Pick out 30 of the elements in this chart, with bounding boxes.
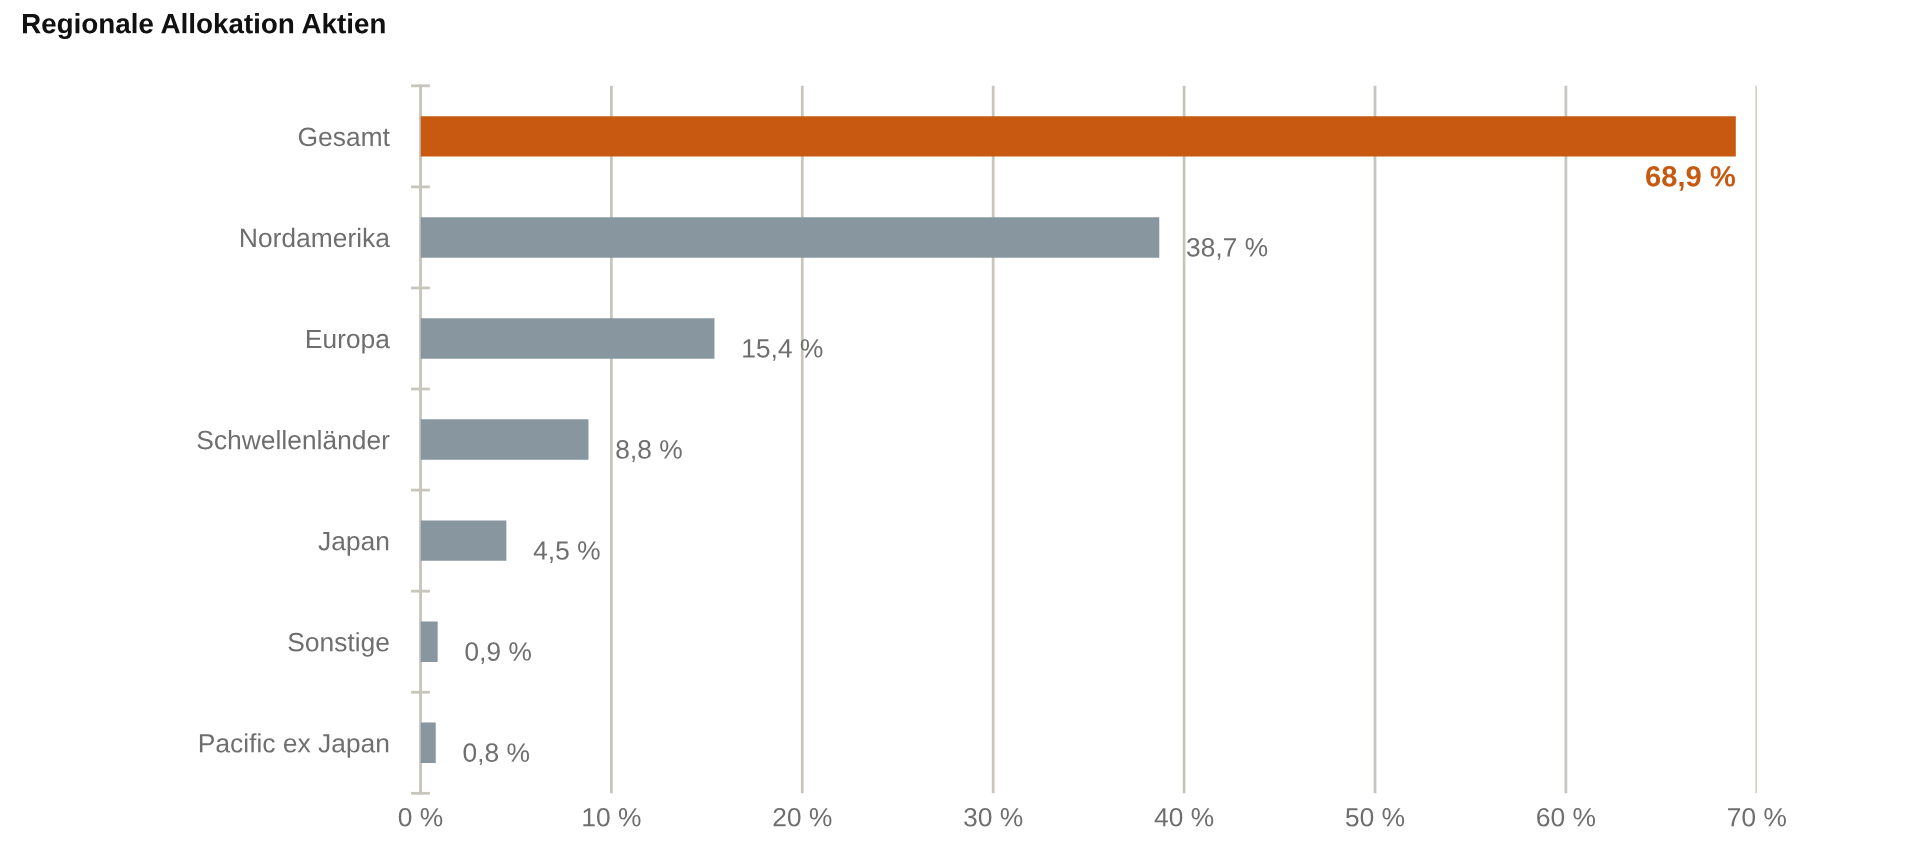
bar <box>420 419 589 460</box>
data-label: 38,7 % <box>1187 237 1268 260</box>
y-tick-label: Schwellenländer <box>197 430 390 450</box>
y-tick-label: Pacific ex Japan <box>199 733 389 758</box>
data-label: 68,9 % <box>1646 165 1736 191</box>
y-tick-label: Nordamerika <box>241 227 390 248</box>
x-tick-label: 20 % <box>773 807 832 827</box>
x-tick-label: 10 % <box>583 807 641 827</box>
y-tick-label: Gesamt <box>298 127 390 147</box>
bar <box>420 722 436 763</box>
data-label: 4,5 % <box>533 541 600 563</box>
bar <box>420 116 1736 157</box>
data-label: 0,8 % <box>463 743 530 766</box>
x-tick-label: 40 % <box>1154 807 1214 827</box>
x-tick-label: 60 % <box>1537 807 1596 827</box>
x-tick-label: 30 % <box>964 807 1023 827</box>
data-label: 0,9 % <box>465 642 531 665</box>
x-tick-label: 0 % <box>398 807 443 827</box>
y-tick-label: Sonstige <box>288 632 389 657</box>
bar <box>420 520 507 561</box>
data-label: 8,8 % <box>616 440 682 462</box>
bar <box>420 621 438 662</box>
data-label: 15,4 % <box>743 339 823 361</box>
bar <box>420 217 1160 258</box>
x-tick-label: 70 % <box>1728 807 1786 827</box>
x-tick-label: 50 % <box>1345 807 1405 827</box>
y-tick-label: Japan <box>318 532 389 556</box>
bar <box>420 318 715 359</box>
y-tick-label: Europa <box>307 329 390 354</box>
chart-title: Regionale Allokation Aktien <box>22 13 385 40</box>
